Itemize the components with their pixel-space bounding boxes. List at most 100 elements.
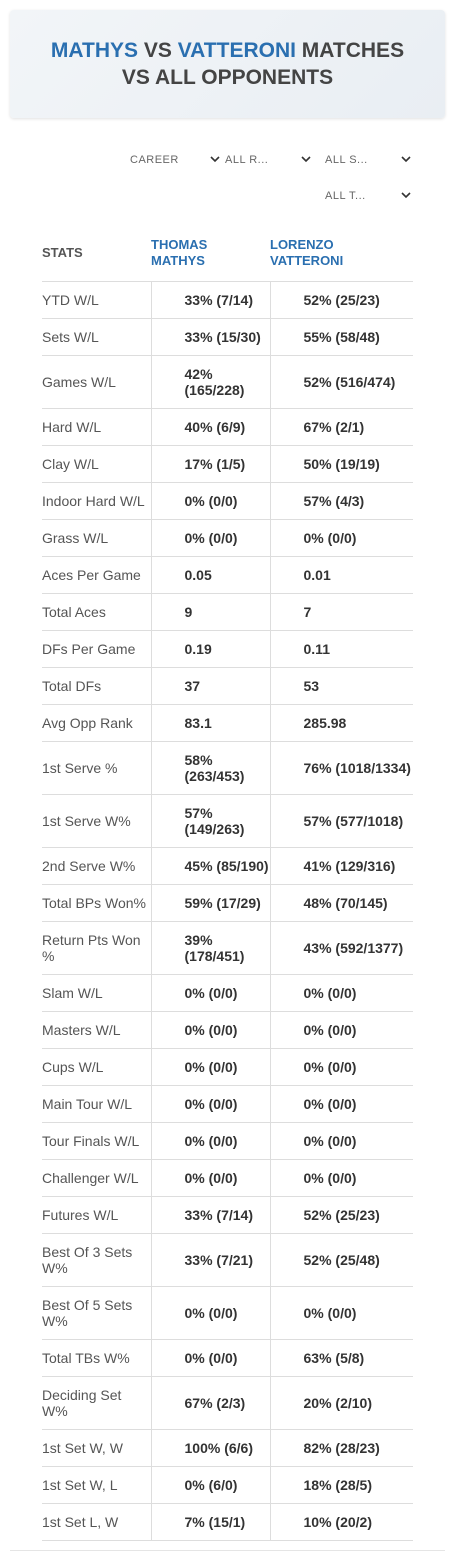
stat-value: 0% (0/0) [270, 519, 413, 557]
player2-name: VATTERONI [177, 39, 296, 62]
stat-value: 0% (0/0) [150, 1011, 271, 1049]
stat-label: 1st Serve W% [42, 794, 151, 848]
stat-value: 7% (15/1) [150, 1503, 271, 1541]
stat-value: 37 [150, 667, 271, 705]
stat-label: Clay W/L [42, 445, 151, 483]
stat-value: 52% (516/474) [270, 355, 413, 409]
stat-label: Best Of 3 Sets W% [42, 1233, 151, 1287]
chevron [401, 192, 411, 199]
stat-label: Total BPs Won% [42, 884, 151, 922]
header-row: STATS THOMAS MATHYS LORENZO VATTERONI [42, 225, 413, 282]
stat-row: Total DFs 37 53 [42, 667, 413, 705]
stat-value: 0% (0/0) [150, 974, 271, 1012]
chevron [301, 156, 311, 163]
stat-label: Aces Per Game [42, 556, 151, 594]
stat-row: 1st Set W, W 100% (6/6) 82% (28/23) [42, 1429, 413, 1467]
stat-row: Games W/L 42% (165/228) 52% (516/474) [42, 355, 413, 409]
stat-value: 57% (4/3) [270, 482, 413, 520]
stat-row: Masters W/L 0% (0/0) 0% (0/0) [42, 1011, 413, 1049]
stat-row: Best Of 3 Sets W% 33% (7/21) 52% (25/48) [42, 1233, 413, 1287]
stat-value: 52% (25/23) [270, 281, 413, 319]
stat-value: 41% (129/316) [270, 847, 413, 885]
stat-value: 63% (5/8) [270, 1339, 413, 1377]
stat-value: 0% (0/0) [150, 1085, 271, 1123]
stat-label: 1st Serve % [42, 741, 151, 795]
filter-select[interactable]: CAREER [130, 148, 220, 172]
filter-select[interactable]: ALL S... [325, 148, 411, 172]
stat-value: 285.98 [270, 704, 413, 742]
stat-value: 0% (0/0) [270, 974, 413, 1012]
stat-value: 0% (0/0) [150, 482, 271, 520]
stat-label: 1st Set W, L [42, 1466, 151, 1504]
stat-value: 0% (0/0) [150, 1122, 271, 1160]
stat-label: Games W/L [42, 355, 151, 409]
stat-row: Clay W/L 17% (1/5) 50% (19/19) [42, 445, 413, 483]
stat-value: 33% (7/14) [150, 281, 271, 319]
stat-row: Indoor Hard W/L 0% (0/0) 57% (4/3) [42, 482, 413, 520]
stat-value: 48% (70/145) [270, 884, 413, 922]
stat-value: 76% (1018/1334) [270, 741, 413, 795]
stat-label: Indoor Hard W/L [42, 482, 151, 520]
stat-label: Cups W/L [42, 1048, 151, 1086]
stat-value: 9 [150, 593, 271, 631]
stat-label: YTD W/L [42, 281, 151, 319]
stat-row: YTD W/L 33% (7/14) 52% (25/23) [42, 281, 413, 319]
stat-label: 1st Set W, W [42, 1429, 151, 1467]
stat-row: Deciding Set W% 67% (2/3) 20% (2/10) [42, 1376, 413, 1430]
stat-value: 0% (0/0) [270, 1122, 413, 1160]
stat-value: 52% (25/48) [270, 1233, 413, 1287]
stat-value: 52% (25/23) [270, 1196, 413, 1234]
stats-table: STATS THOMAS MATHYS LORENZO VATTERONI YT… [42, 225, 413, 1541]
stat-label: Masters W/L [42, 1011, 151, 1049]
stat-row: Total BPs Won% 59% (17/29) 48% (70/145) [42, 884, 413, 922]
stat-value: 0% (0/0) [150, 519, 271, 557]
stat-value: 33% (15/30) [150, 318, 271, 356]
stat-value: 82% (28/23) [270, 1429, 413, 1467]
stat-value: 39% (178/451) [150, 921, 271, 975]
stat-value: 67% (2/1) [270, 408, 413, 446]
stat-value: 57% (149/263) [150, 794, 271, 848]
stat-row: 1st Serve W% 57% (149/263) 57% (577/1018) [42, 794, 413, 848]
stat-value: 0% (0/0) [270, 1085, 413, 1123]
stat-label: Total DFs [42, 667, 151, 705]
filter-text: ALL S... [325, 154, 368, 166]
stat-row: Aces Per Game 0.05 0.01 [42, 556, 413, 594]
filter-text: ALL T... [325, 190, 366, 202]
title-rest: MATCHES VS ALL OPPONENTS [121, 39, 405, 89]
stat-row: Best Of 5 Sets W% 0% (0/0) 0% (0/0) [42, 1286, 413, 1340]
stat-row: Grass W/L 0% (0/0) 0% (0/0) [42, 519, 413, 557]
stat-value: 53 [270, 667, 413, 705]
stat-row: 1st Set L, W 7% (15/1) 10% (20/2) [42, 1503, 413, 1541]
stat-value: 83.1 [150, 704, 271, 742]
header: MATHYS VS VATTERONI MATCHES VS ALL OPPON… [10, 10, 445, 118]
stat-value: 55% (58/48) [270, 318, 413, 356]
stat-row: Tour Finals W/L 0% (0/0) 0% (0/0) [42, 1122, 413, 1160]
filter-select[interactable]: ALL T... [325, 184, 411, 208]
stat-value: 58% (263/453) [150, 741, 271, 795]
stat-value: 67% (2/3) [150, 1376, 271, 1430]
stat-value: 0.11 [270, 630, 413, 668]
chevron [401, 156, 411, 163]
stat-label: Avg Opp Rank [42, 704, 151, 742]
stat-value: 0% (0/0) [150, 1286, 271, 1340]
stat-row: Total TBs W% 0% (0/0) 63% (5/8) [42, 1339, 413, 1377]
stat-row: Challenger W/L 0% (0/0) 0% (0/0) [42, 1159, 413, 1197]
filter-select[interactable]: ALL R... [225, 148, 311, 172]
stat-label: Hard W/L [42, 408, 151, 446]
stat-label: Return Pts Won % [42, 921, 151, 975]
stat-value: 20% (2/10) [270, 1376, 413, 1430]
stat-label: Sets W/L [42, 318, 151, 356]
stat-label: Grass W/L [42, 519, 151, 557]
stat-row: Cups W/L 0% (0/0) 0% (0/0) [42, 1048, 413, 1086]
stat-row: Sets W/L 33% (15/30) 55% (58/48) [42, 318, 413, 356]
stat-value: 57% (577/1018) [270, 794, 413, 848]
stat-value: 42% (165/228) [150, 355, 271, 409]
stat-row: Return Pts Won % 39% (178/451) 43% (592/13… [42, 921, 413, 975]
stat-value: 33% (7/14) [150, 1196, 271, 1234]
column-header: THOMAS MATHYS [151, 225, 270, 282]
vs: VS [143, 39, 172, 62]
stat-label: 2nd Serve W% [42, 847, 151, 885]
stat-value: 0% (0/0) [150, 1048, 271, 1086]
stat-label: Total Aces [42, 593, 151, 631]
